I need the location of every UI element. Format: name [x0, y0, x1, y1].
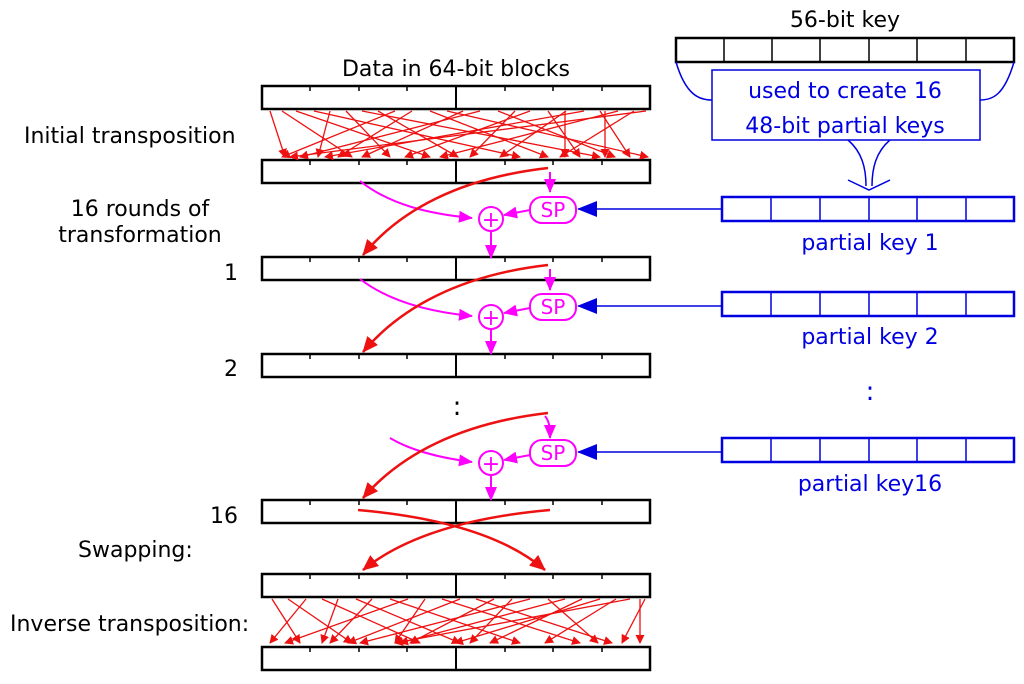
- inverse-arrow-5: [320, 598, 339, 644]
- partial-key-2: partial key 2: [577, 290, 1016, 350]
- data-block-after-swap: [260, 572, 652, 599]
- inverse-arrow-18: [399, 598, 566, 646]
- initial-arrow-6: [345, 110, 391, 158]
- data-blocks: [260, 84, 652, 672]
- partial-key-16: partial key16: [577, 436, 1016, 497]
- swap-arrows: [357, 508, 551, 571]
- round-16-left-to-xor-arrow: [389, 437, 473, 467]
- data-block-output: [260, 645, 652, 672]
- rounds-ellipsis: :: [453, 392, 462, 422]
- round-1-sp-to-xor-arrow: [503, 206, 531, 219]
- label-round-1: 1: [224, 261, 238, 286]
- swap-right-to-left-arrow: [362, 508, 551, 571]
- inverse-arrow-7: [329, 598, 373, 644]
- inverse-arrow-6: [355, 598, 461, 645]
- round-16-right-to-sp-arrow: [543, 415, 556, 439]
- initial-arrow-18: [547, 110, 581, 158]
- initial-arrow-12: [446, 110, 649, 160]
- partial-key-16-label: partial key16: [798, 472, 942, 497]
- label-round-16: 16: [210, 504, 238, 529]
- inverse-arrow-2: [287, 598, 353, 644]
- inverse-arrow-14: [409, 598, 495, 644]
- key-note-line1: used to create 16: [748, 79, 942, 104]
- label-initial-transposition: Initial transposition: [24, 124, 236, 149]
- data-block-after-round-2: [260, 352, 652, 379]
- round-2-xor-icon: [478, 304, 504, 330]
- label-swapping: Swapping:: [78, 538, 193, 563]
- key-note-line2: 48-bit partial keys: [745, 114, 944, 139]
- initial-arrow-20: [324, 110, 585, 161]
- data-block-after-round-16: [260, 498, 652, 525]
- round-2-sp-to-xor-arrow: [503, 304, 531, 317]
- initial-arrow-24: [289, 110, 647, 161]
- initial-arrow-9: [281, 110, 396, 159]
- initial-transposition-arrows: [269, 110, 649, 161]
- initial-arrow-15: [497, 110, 616, 159]
- initial-arrow-10: [337, 110, 413, 158]
- round-2: + SP: [359, 263, 577, 355]
- round-1-xor-icon: [478, 206, 504, 232]
- initial-arrow-14: [299, 110, 481, 160]
- round-1-left-to-xor-arrow: [359, 180, 473, 223]
- initial-arrow-8: [377, 110, 459, 158]
- key-schedule-funnel: [675, 61, 1015, 191]
- round-16-sp-label: SP: [541, 441, 566, 465]
- round-16: + SP: [362, 411, 577, 501]
- inverse-arrow-20: [454, 598, 601, 645]
- initial-arrow-23: [559, 110, 635, 158]
- inverse-arrow-21: [544, 598, 617, 644]
- round-2-left-to-xor-arrow: [359, 278, 473, 321]
- data-block-after-initial: [260, 158, 652, 185]
- inverse-arrow-23: [621, 598, 646, 644]
- initial-arrow-3: [295, 110, 431, 159]
- label-rounds-line1: 16 rounds of: [71, 197, 211, 222]
- inverse-arrow-3: [269, 598, 307, 644]
- round-2-sp-label: SP: [541, 295, 566, 319]
- initial-arrow-1: [269, 110, 287, 158]
- round-1-sp-label: SP: [541, 198, 566, 222]
- label-round-2: 2: [224, 357, 238, 382]
- label-rounds-line2: transformation: [58, 223, 221, 248]
- partial-key-1: partial key 1: [577, 195, 1016, 256]
- data-block-after-round-1: [260, 255, 652, 282]
- inverse-arrow-12: [347, 598, 461, 645]
- inverse-arrow-16: [359, 598, 531, 646]
- partial-keys-ellipsis: :: [866, 377, 875, 407]
- inverse-arrow-19: [489, 598, 583, 644]
- key-register: [674, 36, 1016, 64]
- round-16-sp-to-xor-arrow: [503, 451, 531, 464]
- inverse-arrow-22: [394, 598, 631, 646]
- inverse-arrow-9: [284, 598, 409, 645]
- initial-arrow-5: [315, 110, 331, 158]
- partial-key-2-label: partial key 2: [801, 325, 938, 350]
- partial-key-1-label: partial key 1: [801, 231, 938, 256]
- round-16-sp-box: [529, 439, 577, 467]
- key-schedule-box: [711, 69, 981, 141]
- key-title: 56-bit key: [790, 8, 900, 33]
- label-inverse-transposition: Inverse transposition:: [10, 612, 249, 637]
- round-1-sp-box: [529, 196, 577, 224]
- initial-arrow-13: [361, 110, 464, 158]
- inverse-arrow-17: [547, 598, 599, 644]
- round-1-right-to-left-arrow: [362, 166, 549, 256]
- data-title: Data in 64-bit blocks: [342, 57, 570, 82]
- round-16-xor-symbol: +: [482, 452, 500, 477]
- swap-left-to-right-arrow: [357, 508, 546, 571]
- round-1-xor-symbol: +: [482, 208, 500, 233]
- round-2-sp-box: [529, 293, 577, 321]
- inverse-transposition-arrows: [269, 598, 646, 646]
- round-2-xor-symbol: +: [482, 306, 500, 331]
- inverse-arrow-10: [394, 598, 426, 644]
- round-2-right-to-left-arrow: [362, 263, 549, 353]
- round-1: + SP: [359, 166, 577, 259]
- initial-arrow-19: [499, 110, 567, 158]
- data-block-input: [260, 84, 652, 111]
- inverse-arrow-1: [271, 598, 301, 644]
- round-16-xor-icon: [478, 450, 504, 476]
- inverse-arrow-4: [321, 598, 421, 644]
- round-16-right-to-left-arrow: [362, 411, 549, 499]
